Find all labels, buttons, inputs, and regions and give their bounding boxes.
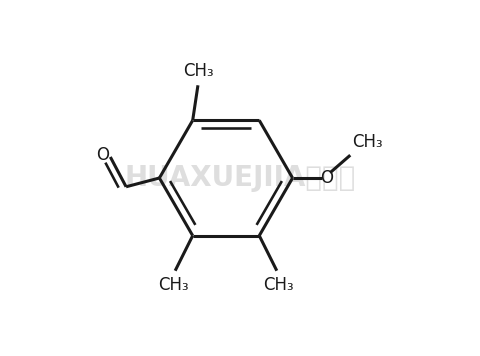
Text: CH₃: CH₃ bbox=[352, 133, 383, 151]
Text: CH₃: CH₃ bbox=[182, 62, 213, 80]
Text: CH₃: CH₃ bbox=[158, 276, 189, 294]
Text: CH₃: CH₃ bbox=[263, 276, 294, 294]
Text: O: O bbox=[96, 146, 109, 164]
Text: HUAXUEJIIA化学加: HUAXUEJIIA化学加 bbox=[124, 164, 356, 192]
Text: O: O bbox=[320, 169, 333, 187]
